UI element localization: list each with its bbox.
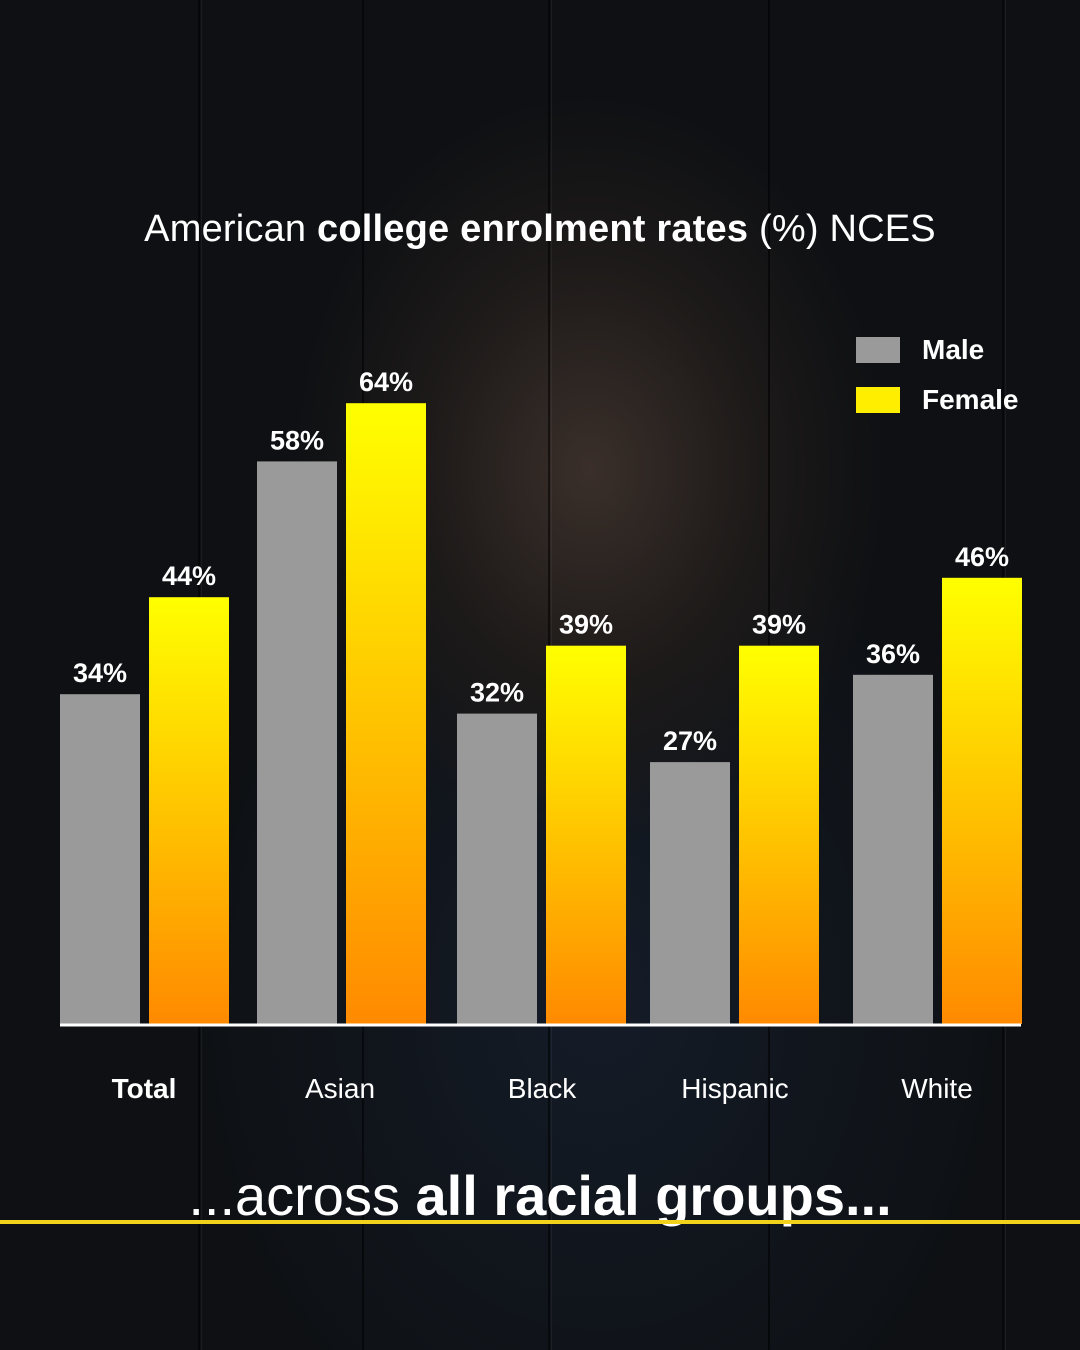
bar-male-asian <box>257 461 337 1024</box>
legend-label-male: Male <box>922 334 985 365</box>
caption-text: ...across <box>188 1164 416 1227</box>
bar-female-black <box>546 645 626 1024</box>
value-label-male-asian: 58% <box>270 425 324 455</box>
category-label-white: White <box>901 1073 973 1104</box>
value-label-female-asian: 64% <box>359 367 413 397</box>
bar-female-total <box>149 597 229 1024</box>
category-label-hispanic: Hispanic <box>681 1073 788 1104</box>
category-label-black: Black <box>508 1073 577 1104</box>
legend-swatch-female <box>856 387 900 413</box>
category-label-total: Total <box>112 1073 177 1104</box>
value-label-male-hispanic: 27% <box>663 726 717 756</box>
bar-female-hispanic <box>739 645 819 1024</box>
bar-male-black <box>457 713 537 1024</box>
chart-title-text-end: (%) NCES <box>748 208 936 250</box>
value-label-female-total: 44% <box>162 561 216 591</box>
chart-title: American college enrolment rates (%) NCE… <box>0 208 1080 251</box>
value-label-male-white: 36% <box>866 639 920 669</box>
legend-swatch-male <box>856 337 900 363</box>
caption: ...across all racial groups... <box>0 1163 1080 1228</box>
value-label-female-black: 39% <box>559 610 613 640</box>
value-label-male-black: 32% <box>470 678 524 708</box>
value-label-female-white: 46% <box>955 542 1009 572</box>
value-label-male-total: 34% <box>73 658 127 688</box>
chart-title-text: American <box>144 208 318 250</box>
category-label-asian: Asian <box>305 1073 375 1104</box>
bars-group: 34% 44% Total 58% 64% Asian 32% 39% Black 27% 39% H… <box>60 367 1022 1104</box>
bar-male-hispanic <box>650 762 730 1024</box>
caption-bold: all racial groups... <box>415 1164 892 1227</box>
bar-female-white <box>942 577 1022 1024</box>
chart-title-bold: college enrolment rates <box>317 208 749 250</box>
bar-female-asian <box>346 403 426 1024</box>
bar-male-white <box>853 674 933 1024</box>
bar-male-total <box>60 694 140 1024</box>
value-label-female-hispanic: 39% <box>752 610 806 640</box>
bar-chart: 34% 44% Total 58% 64% Asian 32% 39% Black 27% 39% H… <box>60 367 1022 1104</box>
legend-label-female: Female <box>922 384 1019 415</box>
caption-underline <box>0 1220 1080 1224</box>
